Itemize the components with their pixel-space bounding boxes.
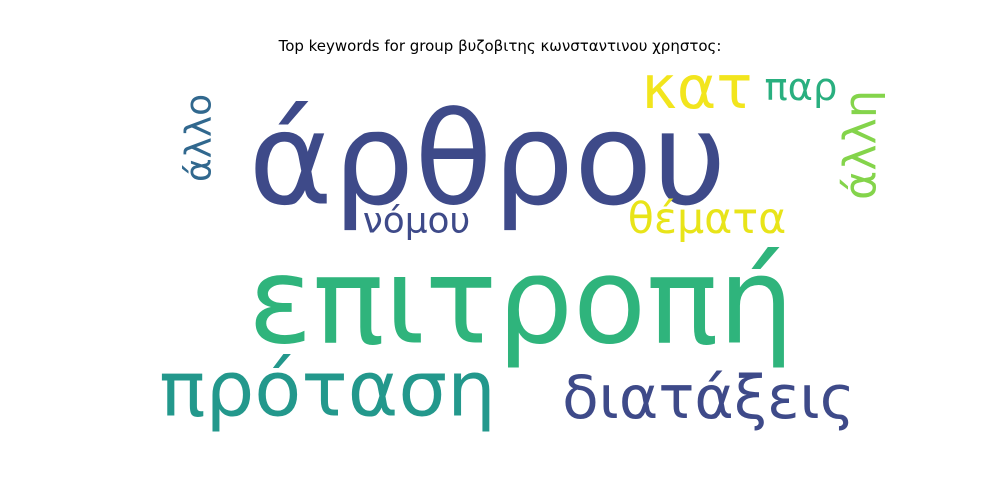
word-διαταξεις: διατάξεις bbox=[562, 363, 855, 433]
word-αρθρου: άρθρου bbox=[248, 86, 726, 235]
word-αλλη: άλλη bbox=[836, 90, 887, 200]
word-παρ: παρ bbox=[765, 65, 838, 110]
word-επιτροπη: επιτροπή bbox=[248, 233, 794, 372]
word-κατ: κατ bbox=[642, 53, 753, 123]
word-αλλο: άλλο bbox=[179, 94, 220, 182]
chart-title: Top keywords for group βυζοβιτης κωνσταν… bbox=[278, 37, 722, 55]
word-θεματα: θέματα bbox=[628, 194, 787, 244]
word-νομου: νόμου bbox=[363, 201, 471, 242]
word-προταση: πρόταση bbox=[159, 346, 496, 435]
